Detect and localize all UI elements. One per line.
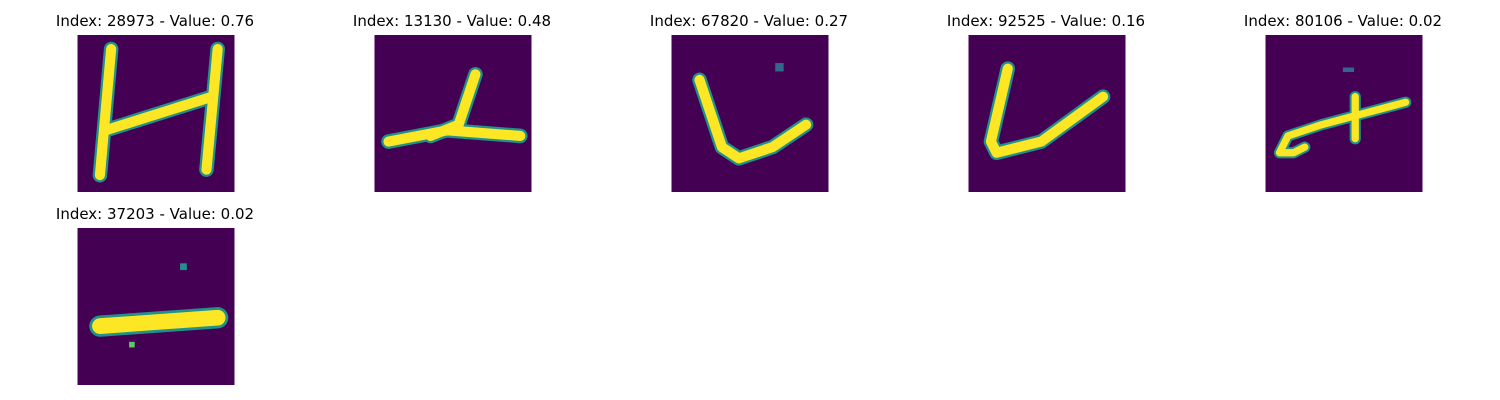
- panel-title: Index: 80106 - Value: 0.02: [1243, 12, 1443, 30]
- panel-2: Index: 13130 - Value: 0.48: [297, 0, 597, 192]
- digit-image: [671, 35, 829, 192]
- digit-image: [968, 35, 1126, 192]
- digit-image: [374, 35, 532, 192]
- panel-title: Index: 67820 - Value: 0.27: [649, 12, 849, 30]
- panel-5: Index: 80106 - Value: 0.02: [1188, 0, 1488, 192]
- panel-6: Index: 37203 - Value: 0.02: [0, 193, 300, 385]
- digit-image: [77, 228, 235, 385]
- panel-title: Index: 28973 - Value: 0.76: [55, 12, 255, 30]
- panel-4: Index: 92525 - Value: 0.16: [891, 0, 1191, 192]
- panel-title: Index: 13130 - Value: 0.48: [352, 12, 552, 30]
- panel-title: Index: 92525 - Value: 0.16: [946, 12, 1146, 30]
- panel-3: Index: 67820 - Value: 0.27: [594, 0, 894, 192]
- panel-title: Index: 37203 - Value: 0.02: [55, 205, 255, 223]
- digit-image: [1265, 35, 1423, 192]
- panel-1: Index: 28973 - Value: 0.76: [0, 0, 300, 192]
- digit-image: [77, 35, 235, 192]
